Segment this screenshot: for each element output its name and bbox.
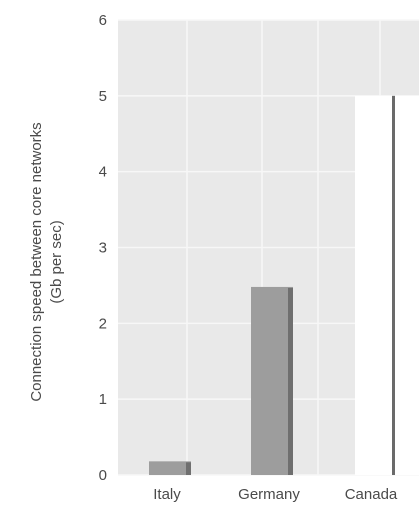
x-tick-labels: Italy Germany Canada [153, 486, 398, 503]
y-tick-label: 1 [99, 391, 107, 408]
x-tick-label: Italy [153, 486, 181, 503]
y-axis-title-line1: Connection speed between core networks [28, 122, 45, 401]
y-axis-title-line2: (Gb per sec) [48, 220, 65, 303]
bar-italy [149, 461, 191, 475]
x-tick-label: Germany [238, 486, 300, 503]
y-tick-label: 5 [99, 88, 107, 105]
x-tick-label: Canada [345, 486, 398, 503]
y-tick-label: 3 [99, 240, 107, 257]
bar-canada [355, 95, 419, 475]
bar-canada-edge [392, 95, 395, 475]
bar-germany [251, 286, 293, 475]
bar-shadow [288, 287, 293, 475]
y-tick-label: 2 [99, 315, 107, 332]
y-axis-title: Connection speed between core networks (… [28, 122, 65, 401]
bar-shadow [186, 462, 191, 475]
y-tick-label: 0 [99, 467, 107, 484]
y-tick-label: 6 [99, 12, 107, 29]
y-tick-labels: 0 1 2 3 4 5 6 [99, 12, 107, 484]
y-tick-label: 4 [99, 164, 107, 181]
bars [149, 95, 419, 475]
